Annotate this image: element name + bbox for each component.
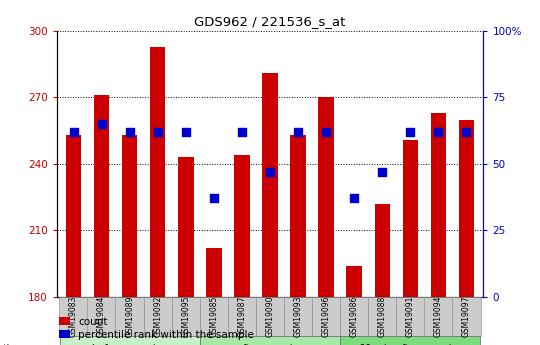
Bar — [206, 248, 221, 297]
Point — [69, 129, 78, 135]
Text: GSM19086: GSM19086 — [350, 296, 359, 337]
Text: GSM19084: GSM19084 — [97, 296, 106, 337]
Text: time: time — [3, 344, 28, 345]
Point — [181, 129, 190, 135]
Text: GSM19096: GSM19096 — [322, 296, 330, 337]
Bar — [122, 135, 137, 297]
Point — [350, 196, 359, 201]
Text: GSM19090: GSM19090 — [266, 296, 274, 337]
Text: GSM19094: GSM19094 — [434, 296, 443, 337]
Point — [125, 129, 134, 135]
Text: after exercise: after exercise — [237, 344, 303, 345]
Point — [378, 169, 387, 175]
Point — [238, 129, 246, 135]
Text: GSM19085: GSM19085 — [210, 296, 218, 337]
Point — [266, 169, 274, 175]
Bar — [66, 135, 81, 297]
Text: GSM19083: GSM19083 — [69, 296, 78, 337]
Bar — [403, 139, 418, 297]
Text: GSM19089: GSM19089 — [125, 296, 134, 337]
Point — [294, 129, 302, 135]
Text: GSM19092: GSM19092 — [153, 296, 162, 337]
Bar — [178, 157, 193, 297]
Legend: count, percentile rank within the sample: count, percentile rank within the sample — [59, 317, 254, 340]
Bar — [150, 47, 165, 297]
Bar — [375, 204, 390, 297]
Bar — [319, 97, 334, 297]
Point — [322, 129, 330, 135]
Text: before exercise: before exercise — [92, 344, 167, 345]
Text: GSM19091: GSM19091 — [406, 296, 415, 337]
Text: GSM19095: GSM19095 — [181, 296, 190, 337]
Text: GSM19093: GSM19093 — [294, 296, 302, 337]
Point — [462, 129, 471, 135]
Point — [434, 129, 443, 135]
Bar — [459, 120, 474, 297]
Bar — [94, 95, 109, 297]
Bar — [431, 113, 446, 297]
Bar — [234, 155, 249, 297]
Text: GSM19097: GSM19097 — [462, 296, 471, 337]
Point — [97, 121, 106, 127]
Point — [406, 129, 415, 135]
Bar — [347, 266, 362, 297]
Point — [210, 196, 218, 201]
Text: 60 min after exercise: 60 min after exercise — [359, 344, 462, 345]
Bar — [291, 135, 306, 297]
Title: GDS962 / 221536_s_at: GDS962 / 221536_s_at — [194, 16, 346, 29]
Text: GSM19087: GSM19087 — [238, 296, 246, 337]
Text: GSM19088: GSM19088 — [378, 296, 387, 337]
Point — [153, 129, 162, 135]
Bar — [262, 73, 278, 297]
